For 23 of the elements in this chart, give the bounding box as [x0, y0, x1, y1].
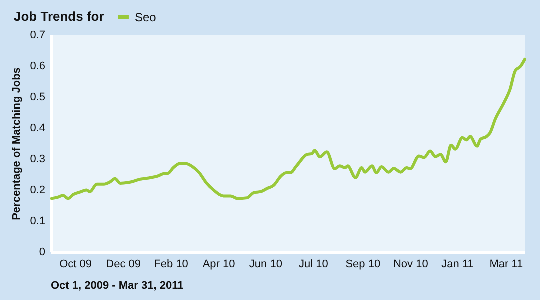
- x-tick-label: Jul 10: [298, 258, 328, 270]
- x-tick-label: Feb 10: [154, 258, 188, 270]
- x-tick-label: Oct 09: [60, 258, 92, 270]
- y-tick-label: 0.4: [30, 122, 46, 134]
- x-tick-label: Jun 10: [249, 258, 282, 270]
- text: Oct 1, 2009 - Mar 31, 2011: [51, 280, 184, 292]
- x-tick-label: Nov 10: [393, 258, 428, 270]
- legend-label: Seo: [135, 10, 157, 24]
- y-tick-label: 0.1: [30, 216, 46, 228]
- y-tick-label: 0.2: [30, 184, 46, 196]
- x-tick-label: Sep 10: [346, 258, 381, 270]
- y-tick-label: 0: [39, 246, 46, 258]
- x-tick-label: Apr 10: [202, 258, 236, 270]
- x-tick-label: Dec 09: [106, 258, 141, 270]
- x-tick-label: Jan 11: [442, 258, 474, 270]
- y-tick-label: 0.5: [30, 92, 46, 104]
- line-series: [50, 58, 526, 200]
- y-axis-title: Percentage of Matching Jobs: [11, 68, 24, 220]
- y-tick-label: 0.7: [30, 30, 46, 42]
- y-tick-label: 0.3: [30, 154, 46, 166]
- x-tick-label: Mar 11: [490, 258, 524, 270]
- chart-title: Job Trends for: [14, 9, 104, 24]
- y-tick-label: 0.6: [30, 60, 46, 72]
